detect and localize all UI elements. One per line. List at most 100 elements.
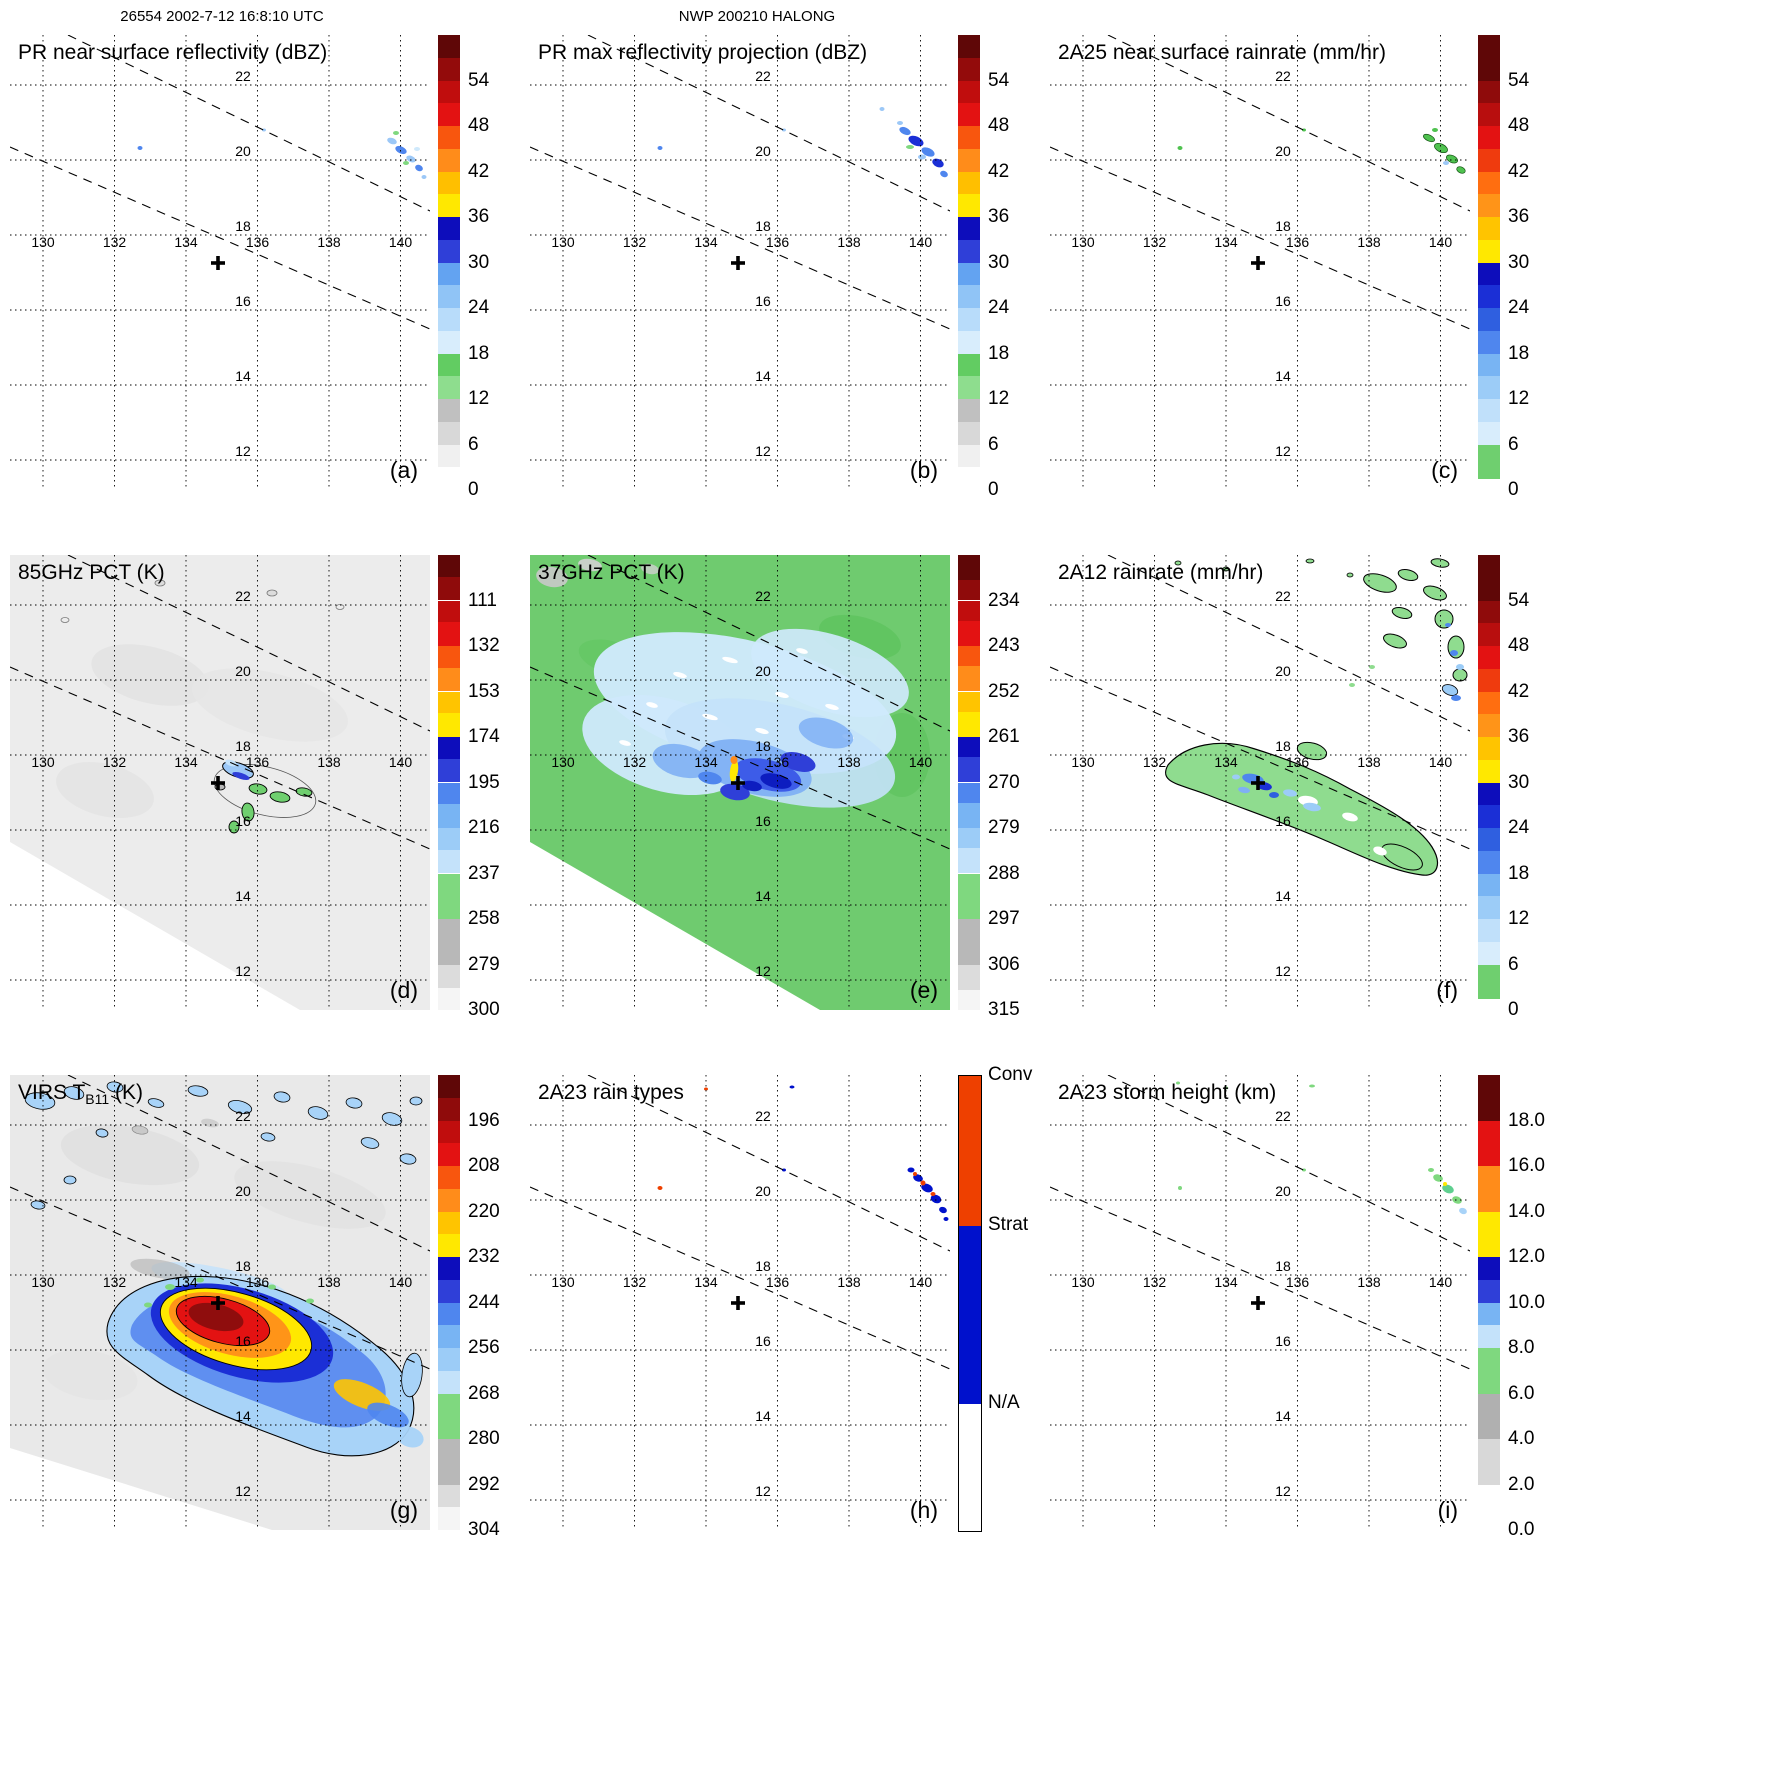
data-blob xyxy=(268,1284,276,1290)
lat-label: 20 xyxy=(1275,143,1291,159)
lat-label: 22 xyxy=(1275,1108,1291,1124)
colorbar-tick-label: 315 xyxy=(988,999,1020,1020)
data-blob xyxy=(906,145,914,149)
colorbar-tick-label: 18 xyxy=(1508,862,1530,884)
colorbar-segment xyxy=(438,873,460,919)
lat-label: 16 xyxy=(1275,293,1291,309)
lat-label: 22 xyxy=(1275,68,1291,84)
swath-edge-line xyxy=(587,555,950,732)
colorbar-tick-label: 18 xyxy=(468,342,490,364)
colorbar-segment xyxy=(1478,35,1500,81)
colorbar-segment xyxy=(958,580,980,601)
lat-label: 14 xyxy=(755,368,771,384)
data-blob xyxy=(1423,133,1435,143)
colorbar-segment xyxy=(1478,646,1500,669)
colorbar-a xyxy=(438,35,460,490)
colorbar-segment xyxy=(438,1370,460,1394)
data-blob xyxy=(95,1128,109,1138)
colorbar-segment xyxy=(438,758,460,783)
lon-label: 134 xyxy=(694,234,718,250)
data-blob xyxy=(1434,142,1448,154)
lat-label: 16 xyxy=(235,813,251,829)
data-blob xyxy=(401,1352,423,1398)
panel-letter: (h) xyxy=(910,1497,938,1523)
data-blob xyxy=(213,764,317,818)
storm-center-marker xyxy=(731,776,745,790)
colorbar-segment xyxy=(958,666,980,692)
lon-label: 130 xyxy=(551,754,575,770)
colorbar-segment xyxy=(1478,308,1500,331)
data-blob xyxy=(755,727,769,735)
colorbar-segment xyxy=(438,330,460,354)
colorbar-tick-label: 232 xyxy=(468,1246,500,1267)
colorbar-segment xyxy=(958,444,980,468)
lon-label: 138 xyxy=(317,754,341,770)
map-a: 130 132 134 136 138 140 22 20 18 16 14 12 PR near su… xyxy=(10,35,430,490)
colorbar-tick-label: 297 xyxy=(988,908,1020,929)
colorbar-segment xyxy=(438,57,460,81)
lon-label: 134 xyxy=(174,234,198,250)
colorbar-segment xyxy=(438,80,460,104)
colorbar-tick-label: 24 xyxy=(1508,297,1530,318)
colorbar-tick-label: 300 xyxy=(468,999,500,1020)
lon-label: 130 xyxy=(1071,234,1095,250)
data-blob xyxy=(1446,154,1458,164)
colorbar-segment xyxy=(438,988,460,1010)
colorbar-segment xyxy=(438,600,460,623)
colorbar-segment xyxy=(438,576,460,601)
colorbar-segment xyxy=(438,1325,460,1348)
data-blob xyxy=(943,1217,949,1221)
lat-label: 18 xyxy=(1275,738,1291,754)
data-blob xyxy=(30,1200,46,1210)
data-blob xyxy=(918,154,926,160)
colorbar-segment xyxy=(958,828,980,849)
data-blob xyxy=(63,1175,77,1185)
data-blob xyxy=(56,762,154,818)
data-blob xyxy=(269,791,291,803)
colorbar-tick-label: 6 xyxy=(988,433,999,455)
colorbar-e xyxy=(958,555,980,1010)
lon-label: 138 xyxy=(1357,1274,1381,1290)
colorbar-segment xyxy=(1478,80,1500,104)
colorbar-tick-label: N/A xyxy=(988,1391,1020,1413)
map-g: 130 132 134 136 138 140 22 20 18 16 14 12 VIRS TB11 … xyxy=(10,1075,430,1530)
data-blob xyxy=(930,1194,942,1204)
swath-edge-line xyxy=(67,555,430,732)
storm-center-marker xyxy=(1251,1296,1265,1310)
colorbar-tick-label: 6 xyxy=(1508,433,1519,455)
colorbar-segment xyxy=(438,353,460,377)
lon-label: 138 xyxy=(317,234,341,250)
data-blob xyxy=(1369,665,1375,669)
colorbar-segment xyxy=(438,1348,460,1371)
colorbar-segment xyxy=(958,103,980,126)
data-blob xyxy=(742,780,762,792)
lat-label: 20 xyxy=(755,143,771,159)
colorbar-segment xyxy=(438,713,460,737)
colorbar-tick-label: 30 xyxy=(1508,251,1530,273)
colorbar-segment xyxy=(1478,399,1500,422)
lat-label: 16 xyxy=(755,293,771,309)
storm-center-marker xyxy=(731,1296,745,1310)
panel-title: 2A12 rainrate (mm/hr) xyxy=(1058,561,1263,584)
colorbar-segment xyxy=(438,1143,460,1166)
lon-label: 136 xyxy=(246,234,270,250)
data-blob xyxy=(920,1180,926,1186)
data-blob xyxy=(130,1258,190,1280)
lat-label: 18 xyxy=(1275,218,1291,234)
lat-label: 14 xyxy=(235,1408,251,1424)
colorbar-tick-label: Strat xyxy=(988,1214,1029,1236)
data-blob xyxy=(1176,1081,1180,1085)
panel-title-post: (K) xyxy=(109,1081,143,1104)
lon-label: 136 xyxy=(1286,1274,1310,1290)
panel-letter: (b) xyxy=(910,457,938,483)
lat-label: 16 xyxy=(755,813,771,829)
storm-center-marker xyxy=(211,776,225,790)
colorbar-segment xyxy=(959,1226,981,1404)
lon-label: 136 xyxy=(766,234,790,250)
colorbar-segment xyxy=(958,376,980,399)
colorbar-segment xyxy=(958,262,980,286)
colorbar-tick-label: 261 xyxy=(988,726,1020,747)
colorbar-tick-label: Conv xyxy=(988,1064,1033,1085)
storm-center-marker xyxy=(211,1296,225,1310)
colorbar-segment xyxy=(438,1188,460,1212)
